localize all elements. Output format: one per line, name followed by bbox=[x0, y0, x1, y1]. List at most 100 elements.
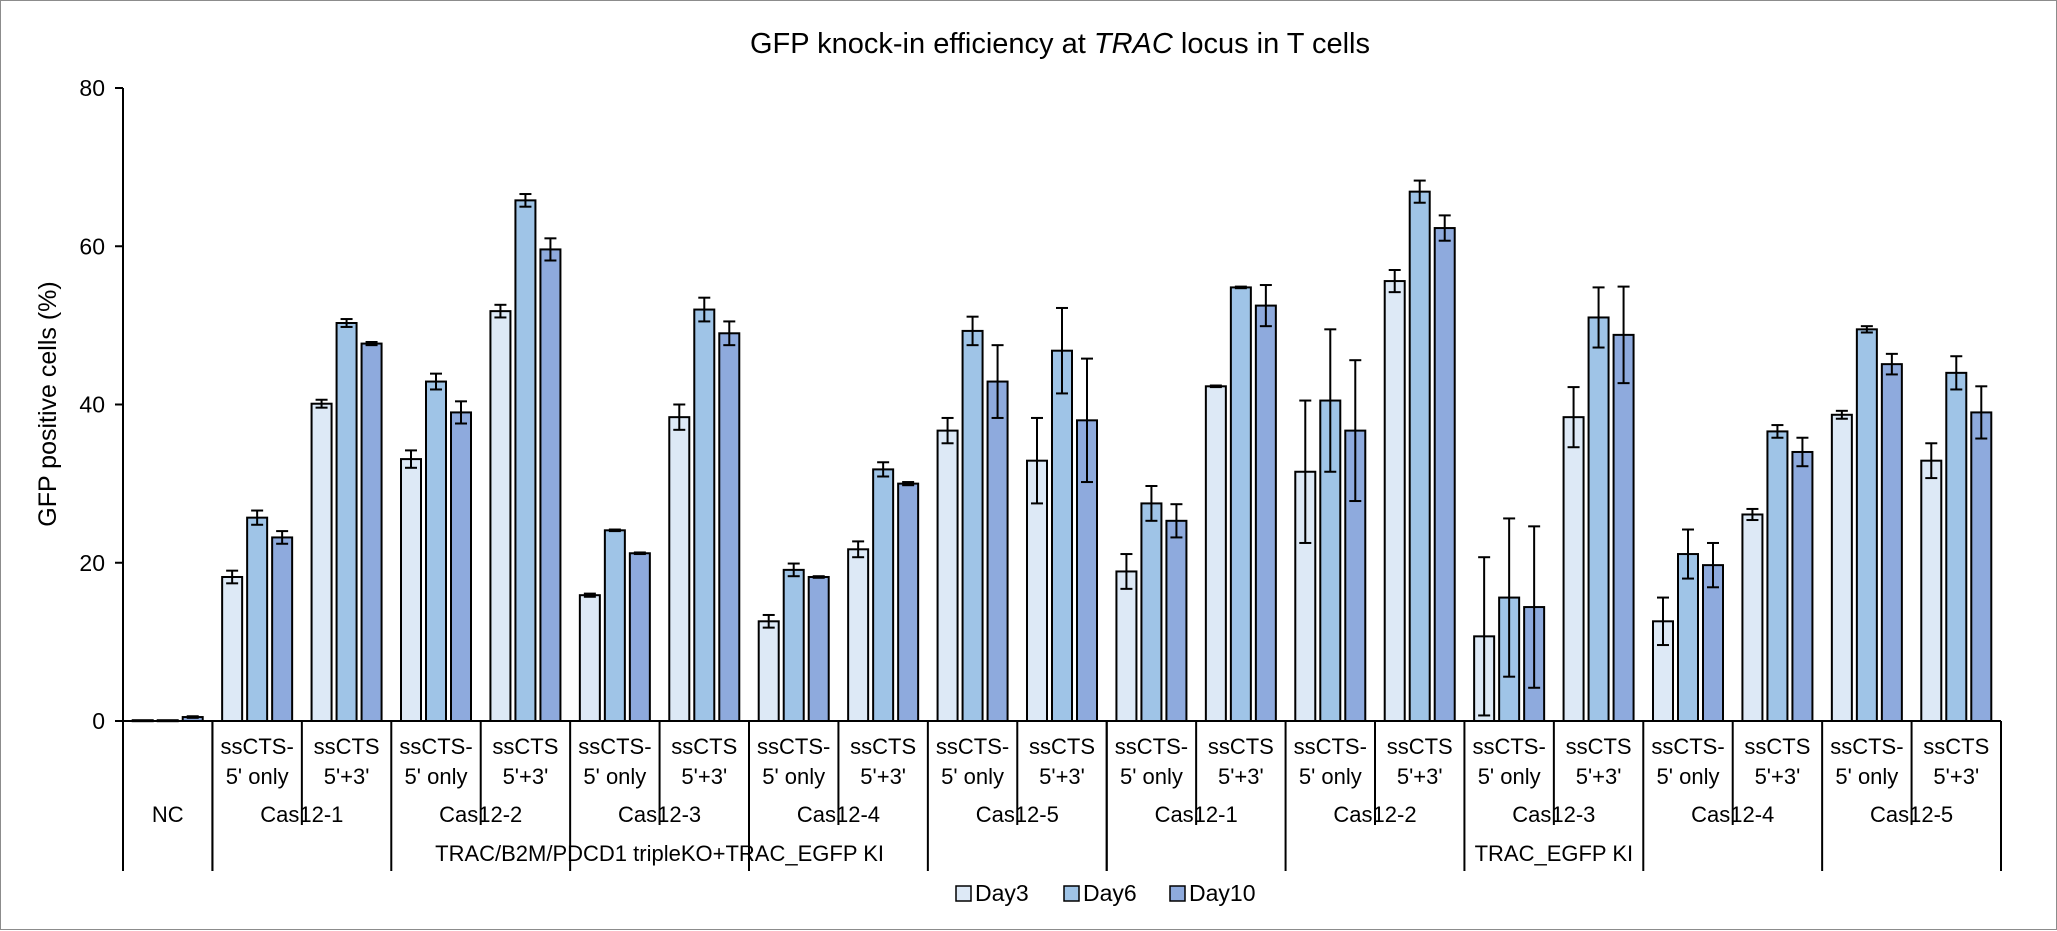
bar-day3 bbox=[400, 458, 422, 722]
bar-day6 bbox=[1945, 371, 1968, 722]
bar-group bbox=[400, 372, 472, 722]
construct-label: 5' only bbox=[1657, 764, 1720, 789]
y-tick-label: 40 bbox=[79, 392, 105, 418]
legend-swatch bbox=[1169, 885, 1186, 902]
bar-group bbox=[1562, 285, 1635, 722]
construct-label: ssCTS bbox=[1566, 734, 1632, 759]
construct-label: 5' only bbox=[1835, 764, 1898, 789]
bar-day10 bbox=[450, 411, 472, 722]
construct-label: 5' only bbox=[762, 764, 825, 789]
nuclease-label: NC bbox=[152, 802, 184, 827]
legend-swatch bbox=[955, 885, 972, 902]
construct-label: ssCTS- bbox=[399, 734, 472, 759]
bar-day6 bbox=[246, 516, 269, 722]
bar-day6 bbox=[961, 329, 984, 722]
construct-label: 5'+3' bbox=[324, 764, 370, 789]
construct-label: 5' only bbox=[583, 764, 646, 789]
construct-label: 5' only bbox=[1478, 764, 1541, 789]
construct-label: 5' only bbox=[226, 764, 289, 789]
construct-label: 5'+3' bbox=[860, 764, 906, 789]
construct-label: ssCTS bbox=[850, 734, 916, 759]
bar-day6 bbox=[1766, 430, 1789, 722]
nuclease-label: Cas12-5 bbox=[976, 802, 1059, 827]
bar-group bbox=[489, 193, 562, 723]
bar-group bbox=[1920, 355, 1993, 722]
title-segment: TRAC bbox=[1094, 28, 1174, 60]
bar-day3 bbox=[1562, 416, 1585, 722]
bar-group bbox=[936, 315, 1009, 722]
legend-item-day6: Day6 bbox=[1063, 880, 1137, 906]
bar-day10 bbox=[1702, 564, 1724, 723]
group-label: TRAC_EGFP KI bbox=[1475, 841, 1634, 866]
y-tick-label: 0 bbox=[92, 708, 105, 734]
nuclease-label: Cas12-4 bbox=[797, 802, 880, 827]
bar-group bbox=[1830, 325, 1903, 722]
construct-label: ssCTS- bbox=[1651, 734, 1724, 759]
bar-day10 bbox=[897, 482, 920, 722]
bar-day6 bbox=[1587, 316, 1610, 722]
construct-label: ssCTS- bbox=[220, 734, 293, 759]
legend-label: Day3 bbox=[975, 880, 1029, 906]
bar-day10 bbox=[539, 248, 562, 722]
bar-day10 bbox=[807, 575, 830, 722]
bar-day10 bbox=[1165, 519, 1188, 722]
bar-group bbox=[1383, 179, 1456, 723]
bar-day3 bbox=[310, 402, 333, 722]
nuclease-label: Cas12-3 bbox=[1512, 802, 1595, 827]
bar-group bbox=[1652, 528, 1724, 723]
bar-day6 bbox=[335, 322, 358, 722]
construct-label: 5'+3' bbox=[1039, 764, 1085, 789]
nuclease-label: Cas12-1 bbox=[1155, 802, 1238, 827]
bars bbox=[131, 179, 1993, 723]
bar-day6 bbox=[782, 568, 805, 723]
bar-day10 bbox=[1791, 450, 1814, 722]
construct-label: ssCTS bbox=[1029, 734, 1095, 759]
bar-day10 bbox=[718, 332, 741, 722]
construct-label: ssCTS- bbox=[1830, 734, 1903, 759]
bar-group bbox=[847, 461, 920, 723]
construct-label: ssCTS bbox=[1387, 734, 1453, 759]
construct-label: ssCTS- bbox=[757, 734, 830, 759]
x-axis: ssCTS- 5' only ssCTS 5'+3' ssCTS- 5' only ssCT… bbox=[122, 720, 2002, 871]
bar-day10 bbox=[986, 380, 1009, 722]
bar-day3 bbox=[578, 594, 601, 722]
construct-label: 5' only bbox=[405, 764, 468, 789]
bar-day3 bbox=[489, 310, 512, 722]
y-axis: 0 20 40 60 80 bbox=[79, 75, 124, 734]
bar-day6 bbox=[603, 529, 626, 723]
bar-day6 bbox=[1855, 328, 1878, 722]
construct-label: 5'+3' bbox=[1755, 764, 1801, 789]
construct-label: ssCTS- bbox=[1294, 734, 1367, 759]
legend-swatch bbox=[1063, 885, 1080, 902]
bar-day10 bbox=[360, 342, 383, 722]
bar-group bbox=[1741, 424, 1814, 723]
construct-label: ssCTS bbox=[1923, 734, 1989, 759]
y-tick-label: 20 bbox=[79, 550, 105, 576]
bar-group bbox=[1026, 306, 1098, 722]
nuclease-label: Cas12-3 bbox=[618, 802, 701, 827]
bar-day10 bbox=[1433, 227, 1456, 723]
bar-day3 bbox=[1920, 459, 1943, 722]
bar-day6 bbox=[425, 380, 447, 722]
construct-label: ssCTS bbox=[314, 734, 380, 759]
bar-day3 bbox=[668, 416, 691, 722]
bar-day3 bbox=[847, 548, 870, 723]
bar-day10 bbox=[628, 552, 651, 722]
bar-group bbox=[578, 528, 651, 723]
bar-day6 bbox=[1408, 190, 1431, 722]
bar-day3 bbox=[757, 620, 780, 722]
construct-label: ssCTS- bbox=[936, 734, 1009, 759]
nuclease-label: Cas12-5 bbox=[1870, 802, 1953, 827]
bar-day10 bbox=[1970, 411, 1993, 722]
legend: Day3 Day6 Day10 bbox=[955, 880, 1255, 906]
bar-day10 bbox=[1254, 304, 1277, 722]
bar-day6 bbox=[514, 199, 537, 723]
bar-group bbox=[1204, 284, 1277, 722]
construct-label: 5'+3' bbox=[503, 764, 549, 789]
nuclease-label: Cas12-2 bbox=[1333, 802, 1416, 827]
legend-label: Day6 bbox=[1083, 880, 1137, 906]
construct-label: 5'+3' bbox=[1218, 764, 1264, 789]
bar-group bbox=[221, 509, 294, 722]
